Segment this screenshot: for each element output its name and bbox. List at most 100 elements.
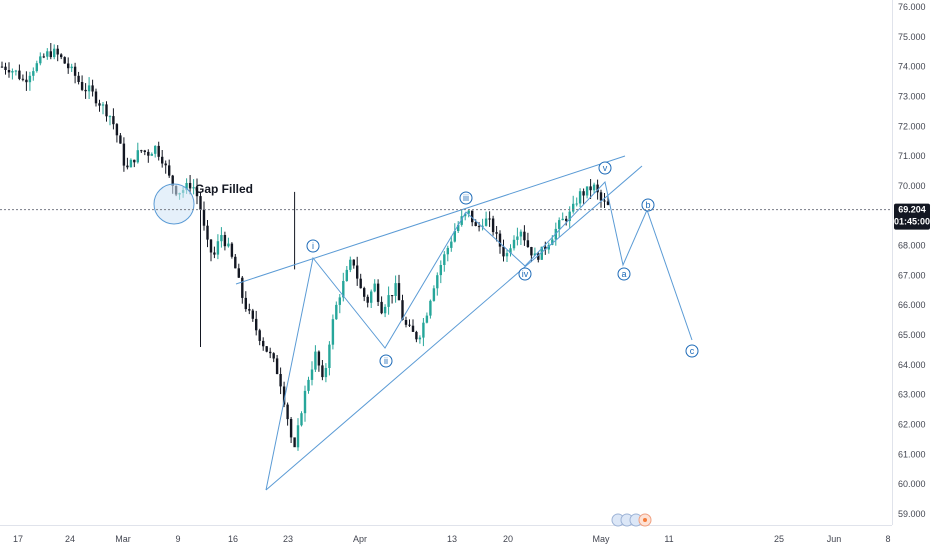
last-price-value: 69.204: [898, 205, 926, 215]
price-tick-label: 68.000: [898, 241, 926, 251]
candle-body: [523, 231, 526, 241]
date-tick-label: 25: [774, 534, 784, 544]
candle-body: [289, 419, 293, 438]
candle-body: [307, 379, 310, 391]
candle-body: [28, 75, 32, 83]
candle-body: [380, 301, 383, 314]
candle-body: [262, 340, 265, 347]
candle-body: [450, 241, 453, 248]
price-tick-label: 72.000: [898, 121, 926, 131]
wave-label-i: i: [312, 241, 314, 251]
wave-label-circle[interactable]: [518, 267, 532, 281]
candle-body: [122, 143, 126, 166]
candle-body: [119, 135, 122, 144]
candle-body: [415, 331, 418, 340]
candle-body: [42, 56, 45, 58]
upper-channel-line[interactable]: [235, 155, 626, 285]
candle-body: [345, 269, 348, 281]
candle-body: [73, 66, 77, 76]
candle-body: [11, 71, 14, 73]
wave-label-iii: iii: [463, 193, 469, 203]
candle-body: [164, 163, 167, 166]
lower-channel-line[interactable]: [265, 165, 643, 491]
candle-body: [537, 253, 540, 260]
candle-body: [25, 79, 28, 83]
candle-body: [7, 70, 11, 73]
candle-body: [84, 89, 87, 92]
time-axis[interactable]: 17 24 Mar 9 16 23 Apr 13 20 May 11 25 Jun 8: [13, 534, 891, 544]
candle-body: [436, 275, 439, 289]
candle-body: [35, 63, 38, 72]
candle-body: [498, 233, 502, 247]
wave-label-circle[interactable]: [617, 267, 631, 281]
candle-body: [352, 259, 355, 266]
candle-body: [314, 351, 317, 370]
wave-label-circle[interactable]: [598, 161, 612, 175]
candle-body: [244, 297, 247, 310]
candle-body: [77, 75, 80, 82]
candle-body: [94, 91, 98, 104]
candle-body: [213, 252, 216, 255]
candle-body: [63, 57, 66, 64]
candle-body: [401, 300, 404, 320]
candle-body: [502, 246, 505, 257]
candle-body: [209, 239, 213, 253]
wave-label-circle[interactable]: [641, 198, 655, 212]
candle-body: [592, 184, 596, 191]
earnings-events[interactable]: [611, 513, 652, 527]
candle-body: [265, 346, 268, 352]
candle-body: [596, 184, 599, 193]
candle-body: [533, 253, 537, 256]
candle-body: [331, 319, 335, 345]
candle-body: [540, 246, 543, 260]
price-axis[interactable]: 76.000 75.000 74.000 73.000 72.000 71.000 70.0…: [898, 2, 926, 519]
candle-body: [373, 283, 376, 292]
candle-body: [418, 337, 422, 340]
price-tick-label: 67.000: [898, 270, 926, 280]
candle-body: [488, 218, 491, 220]
candle-body: [150, 153, 153, 156]
candle-body: [477, 226, 481, 228]
candle-body: [404, 320, 408, 325]
candle-body: [70, 66, 73, 69]
candle-body: [18, 70, 21, 79]
candle-body: [161, 156, 164, 164]
candle-body: [516, 236, 519, 240]
candle-body: [561, 218, 564, 221]
candle-body: [188, 183, 192, 189]
wave-label-circle[interactable]: [379, 354, 393, 368]
gap-circle[interactable]: [153, 183, 195, 225]
date-tick-label: 24: [65, 534, 75, 544]
candle-body: [154, 145, 157, 154]
candle-body: [147, 151, 150, 156]
wave-label-circle[interactable]: [685, 344, 699, 358]
candle-body: [439, 265, 442, 276]
candle-body: [460, 216, 463, 225]
candle-body: [544, 246, 547, 250]
candle-body: [484, 218, 488, 226]
elliott-wave-path[interactable]: [265, 180, 693, 491]
price-tick-label: 76.000: [898, 2, 926, 12]
candle-body: [491, 218, 495, 233]
candle-body: [575, 203, 578, 205]
candle-body: [53, 48, 56, 58]
candle-body: [363, 288, 366, 297]
candle-body: [101, 104, 105, 106]
candle-body: [383, 306, 387, 314]
candle-body: [519, 231, 523, 237]
candle-body: [234, 256, 237, 269]
wave-label-circle[interactable]: [306, 239, 320, 253]
candle-body: [133, 159, 136, 163]
candle-body: [349, 259, 352, 270]
candle-body: [429, 300, 432, 316]
wave-label-circle[interactable]: [459, 191, 473, 205]
date-tick-label: Jun: [827, 534, 842, 544]
date-tick-label: Apr: [353, 534, 367, 544]
candle-body: [286, 404, 289, 420]
wave-label-b: b: [645, 200, 650, 210]
candle-body: [328, 344, 331, 368]
bar-countdown: 01:45:00: [894, 217, 930, 227]
candle-body: [279, 374, 282, 387]
